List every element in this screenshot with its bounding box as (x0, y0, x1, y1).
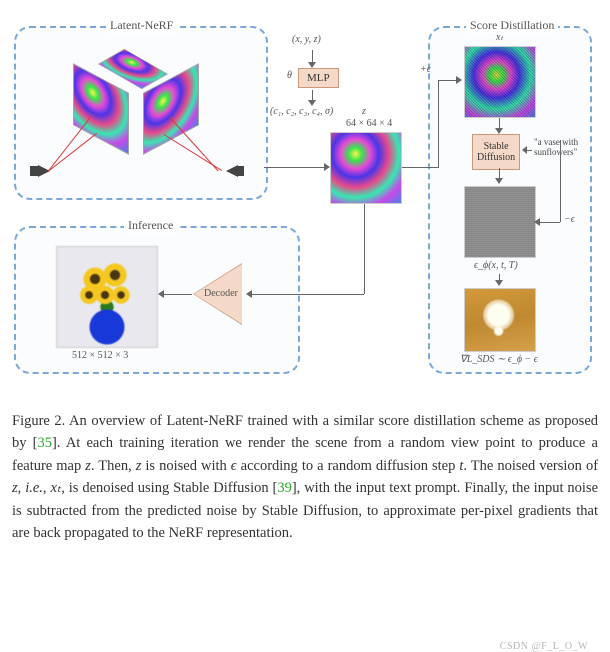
panel-title-score: Score Distillation (466, 18, 558, 33)
arrow-z-decoder-2 (250, 294, 364, 295)
label-eps-phi: ϵ_ϕ(x, t, T) (474, 260, 518, 271)
arrow-prompt-head (522, 146, 527, 154)
arrow-minus-eps-1 (560, 140, 561, 222)
label-xt: xₜ (496, 32, 503, 43)
camera-right (226, 165, 238, 177)
label-minus-eps: −ϵ (564, 214, 575, 225)
camera-left-body (30, 166, 38, 176)
arrow-z-xt-2 (438, 80, 439, 168)
stable-diffusion-box: Stable Diffusion (472, 134, 520, 170)
label-inference-dims: 512 × 512 × 3 (72, 350, 128, 361)
label-c-sigma: (c₁, c₂, c₃, c₄, σ) (270, 106, 333, 117)
sd-label: Stable Diffusion (477, 141, 515, 163)
noise-image (464, 186, 536, 258)
arrow-sd-noise-head (495, 178, 503, 184)
arrow-noise-gold-head (495, 280, 503, 286)
arrow-z-decoder-1 (364, 204, 365, 294)
figure-caption: Figure 2. An overview of Latent-NeRF tra… (12, 410, 598, 545)
label-z: z (362, 106, 366, 117)
caption-t6: . The noised version of (463, 458, 598, 474)
text-prompt: "a vase with sunflowers" (534, 138, 584, 158)
z-image (330, 132, 402, 204)
caption-ie: i.e. (25, 480, 43, 496)
gradient-image (464, 288, 536, 352)
label-theta: θ (287, 70, 292, 81)
caption-fignum: Figure 2. (12, 413, 65, 429)
arrow-z-xt-head (456, 76, 462, 84)
arrow-minus-eps-head (534, 218, 540, 226)
arrow-cube-z-head (324, 163, 330, 171)
caption-xt: xₜ (50, 480, 61, 496)
figure-diagram: Latent-NeRF (x, y, z) θ MLP (c₁, c₂, c₃,… (12, 12, 592, 392)
arrow-decoder-img (162, 294, 192, 295)
mlp-box: MLP (298, 68, 339, 88)
arrow-z-decoder-head (246, 290, 252, 298)
arrow-minus-eps-2 (538, 222, 560, 223)
caption-t3: . Then, (91, 458, 136, 474)
caption-t5: according to a random diffusion step (237, 458, 460, 474)
cite-39: 39 (277, 480, 292, 496)
watermark: CSDN @F_L_O_W (500, 641, 588, 652)
arrow-decoder-img-head (158, 290, 164, 298)
arrow-z-xt-3 (438, 80, 458, 81)
label-z-dims: 64 × 64 × 4 (346, 118, 392, 129)
panel-title-inference: Inference (124, 218, 177, 233)
panel-title-latent-nerf: Latent-NeRF (106, 18, 177, 33)
caption-t9: , is denoised using Stable Diffusion [ (61, 480, 277, 496)
cite-35: 35 (38, 435, 53, 451)
decoder-label: Decoder (204, 288, 238, 299)
arrow-z-xt-1 (402, 167, 438, 168)
label-plus-eps: +ϵ (420, 64, 431, 75)
arrow-cube-z (264, 167, 326, 168)
label-xyz: (x, y, z) (292, 34, 321, 45)
label-grad: ∇L_SDS ∼ ϵ_ϕ − ϵ (460, 354, 538, 365)
caption-t4: is noised with (141, 458, 230, 474)
inference-image (56, 246, 158, 348)
xt-image (464, 46, 536, 118)
